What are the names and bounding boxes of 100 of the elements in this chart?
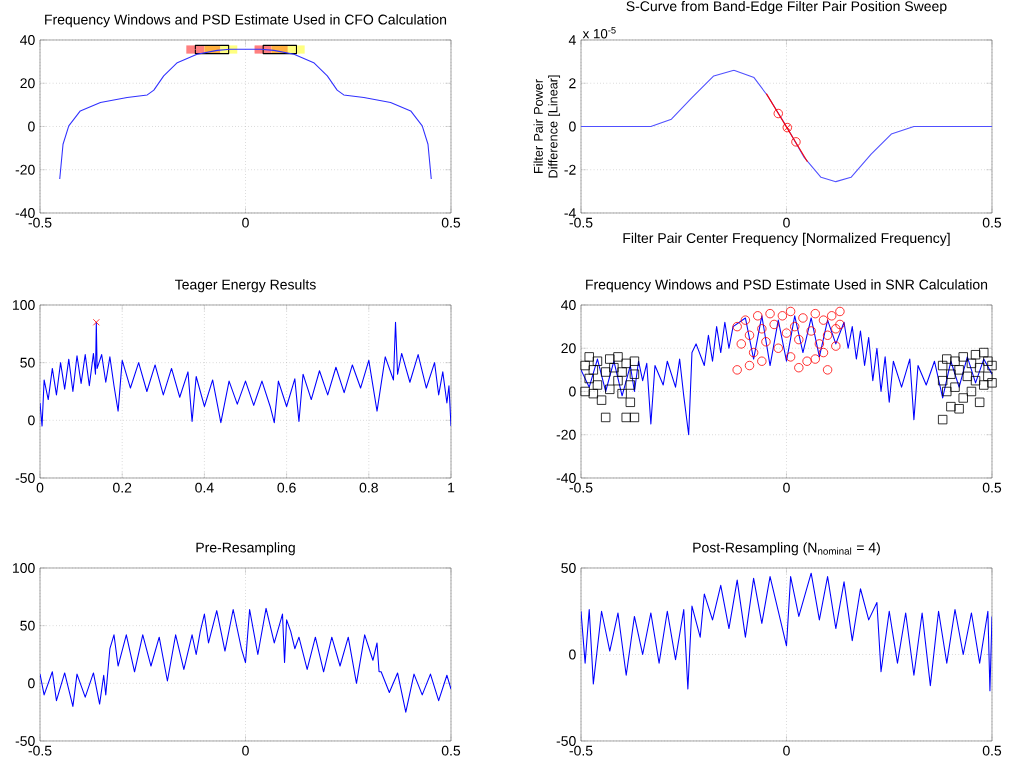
x-tick-label: -0.5 — [28, 217, 52, 228]
y-axis-title: Filter Pair Power Difference [Linear] — [533, 75, 561, 178]
point — [946, 401, 956, 412]
point — [600, 367, 611, 377]
point — [835, 306, 845, 317]
x-tick-label: 0.5 — [441, 217, 461, 228]
point — [831, 324, 841, 334]
x-tick-label: 0.2 — [113, 482, 132, 493]
point — [979, 347, 989, 358]
x-axis-title: Filter Pair Center Frequency [Normalized Frequency] — [623, 232, 950, 246]
y-tick-label: -40 — [15, 208, 35, 218]
x-tick-label: 0.5 — [982, 217, 1002, 228]
point — [621, 358, 631, 369]
point — [835, 319, 845, 330]
point — [987, 378, 997, 388]
point — [983, 371, 993, 382]
y-tick-label: 100 — [13, 563, 35, 573]
point — [974, 363, 985, 373]
x-tick-label: 0 — [242, 217, 249, 228]
point — [810, 308, 820, 319]
line-series — [581, 315, 992, 436]
point — [818, 315, 829, 325]
y-tick-label: -4 — [564, 208, 576, 218]
y-tick-label: -20 — [556, 429, 576, 440]
point — [625, 397, 635, 407]
point — [584, 373, 594, 384]
point — [822, 330, 833, 340]
point — [761, 337, 771, 347]
point — [621, 412, 631, 423]
point — [938, 414, 948, 425]
y-tick-label: -2 — [564, 164, 576, 175]
line-series — [581, 69, 992, 183]
point — [596, 395, 607, 405]
point — [617, 367, 627, 377]
point — [613, 376, 623, 386]
y-tick-label: 0 — [569, 386, 576, 397]
point — [822, 365, 833, 375]
point — [798, 313, 808, 323]
point — [777, 311, 788, 321]
x-tick-label: 0 — [783, 217, 790, 228]
point — [613, 352, 623, 362]
point — [942, 386, 952, 397]
chart-title: Frequency Windows and PSD Estimate Used in CFO Calculation — [45, 14, 447, 28]
point — [580, 360, 590, 371]
point — [810, 354, 820, 364]
y-tick-label: 50 — [20, 357, 35, 368]
point — [806, 326, 816, 336]
point — [757, 324, 767, 334]
point — [827, 311, 837, 321]
point — [954, 404, 964, 414]
point — [970, 350, 981, 360]
point — [831, 341, 841, 351]
point — [732, 365, 742, 375]
point — [983, 356, 993, 366]
x-tick-label: -0.5 — [569, 217, 593, 228]
y-tick-label: 0 — [28, 121, 35, 132]
point — [794, 334, 804, 345]
point — [629, 356, 640, 366]
point — [580, 386, 590, 397]
point — [950, 382, 960, 392]
y-tick-label: 100 — [13, 300, 35, 310]
x-tick-label: -0.5 — [28, 745, 52, 756]
chart-title: S-Curve from Band-Edge Filter Pair Position Sweep — [626, 0, 947, 14]
x-tick-label: 0 — [783, 745, 790, 756]
point — [785, 306, 796, 317]
y-tick-label: 20 — [561, 343, 576, 354]
point — [791, 137, 801, 147]
point — [966, 358, 977, 369]
point — [962, 371, 972, 382]
point — [617, 388, 627, 399]
point — [605, 384, 615, 394]
y-tick-label: 4 — [568, 35, 576, 45]
point — [938, 376, 948, 386]
x-tick-label: 0.8 — [359, 482, 378, 493]
point — [592, 380, 603, 390]
y-tick-label: 40 — [561, 300, 576, 310]
point — [740, 315, 751, 325]
point — [942, 354, 952, 364]
line-series — [40, 321, 451, 427]
point — [814, 339, 825, 349]
y-tick-label: 0 — [569, 649, 576, 660]
y-tick-label: 50 — [20, 620, 35, 631]
point — [584, 352, 594, 362]
point — [609, 363, 619, 373]
point — [592, 356, 603, 366]
chart-title: Teager Energy Results — [175, 279, 316, 293]
point — [979, 380, 989, 390]
line-series — [40, 607, 451, 713]
point — [748, 347, 759, 358]
point — [588, 365, 598, 375]
point — [588, 388, 598, 399]
point — [974, 397, 985, 407]
line-series — [581, 572, 992, 692]
y-tick-label: 50 — [561, 563, 576, 573]
x-tick-label: -0.5 — [569, 482, 593, 493]
point — [958, 393, 968, 403]
point — [753, 311, 763, 321]
x-tick-label: 1 — [448, 482, 455, 493]
point — [950, 356, 960, 366]
point — [946, 369, 956, 379]
